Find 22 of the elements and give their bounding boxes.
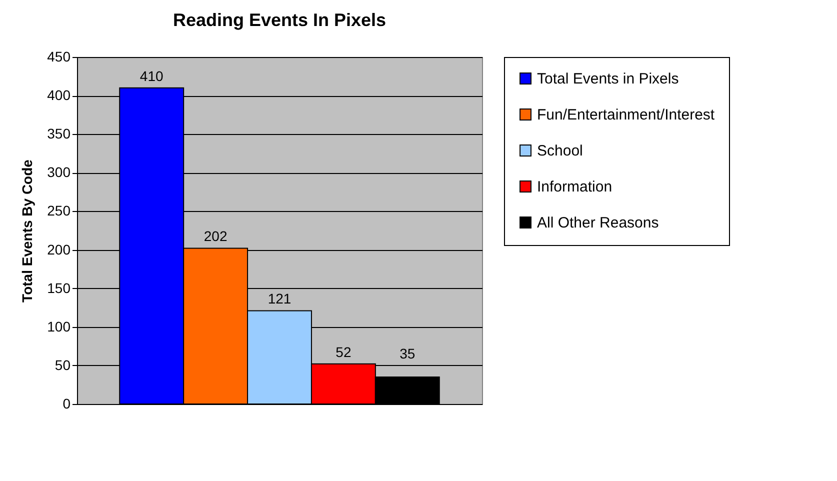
legend-label: Total Events in Pixels — [537, 70, 679, 88]
y-tick-label: 0 — [62, 396, 71, 412]
data-label: 121 — [268, 290, 292, 307]
y-tick-label: 450 — [47, 48, 71, 64]
data-label: 35 — [400, 345, 416, 362]
y-tick-label: 150 — [47, 280, 71, 296]
y-tick-label: 350 — [47, 126, 71, 142]
y-tick-label: 300 — [47, 164, 71, 180]
y-axis-title: Total Events By Code — [19, 159, 36, 302]
legend-label: Information — [537, 178, 612, 196]
y-tick-label: 50 — [54, 356, 71, 373]
legend-label: School — [537, 142, 583, 160]
legend-label: All Other Reasons — [537, 214, 659, 232]
chart-title: Reading Events In Pixels — [172, 10, 386, 30]
data-label: 202 — [204, 228, 228, 244]
y-tick-label: 400 — [47, 87, 71, 104]
legend-label: Fun/Entertainment/Interest — [537, 106, 716, 124]
data-label: 410 — [140, 68, 164, 84]
y-tick-label: 250 — [47, 202, 71, 219]
y-tick-label: 100 — [47, 318, 71, 334]
y-tick-label: 200 — [47, 241, 71, 258]
data-label: 52 — [336, 344, 352, 360]
